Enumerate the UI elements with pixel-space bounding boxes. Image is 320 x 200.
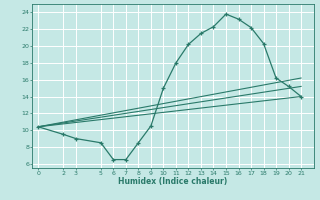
X-axis label: Humidex (Indice chaleur): Humidex (Indice chaleur) (118, 177, 228, 186)
